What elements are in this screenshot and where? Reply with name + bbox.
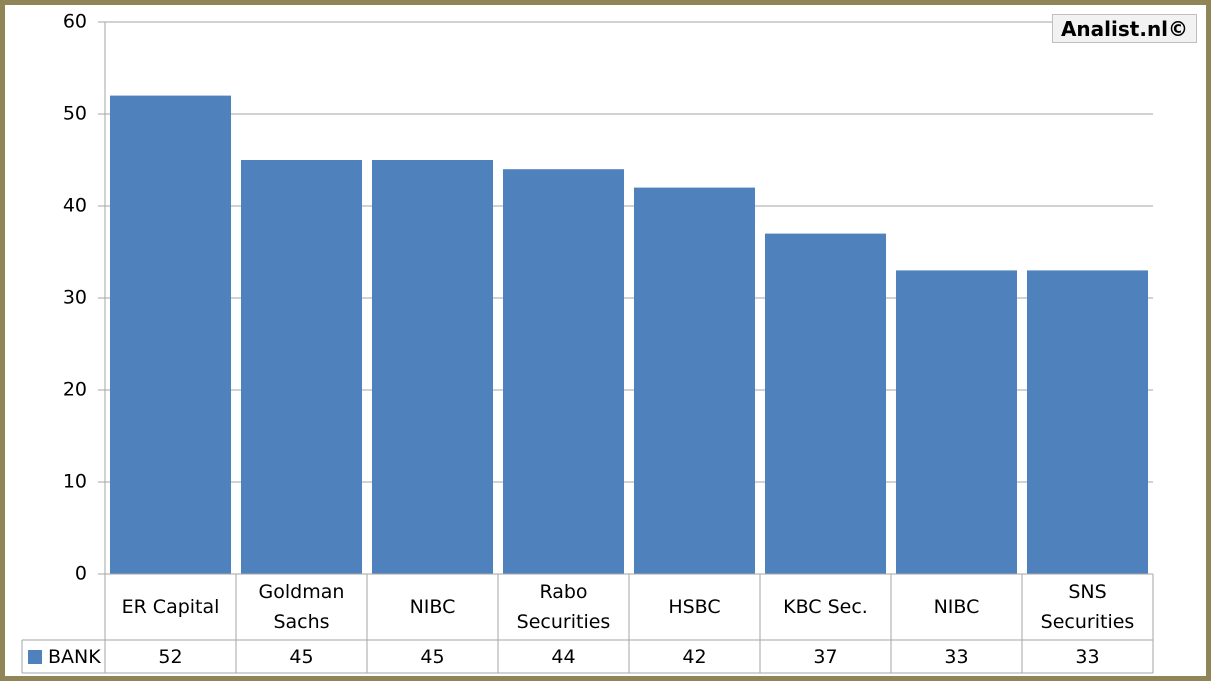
legend-label: BANK: [48, 646, 101, 668]
y-tick-label: 60: [63, 11, 87, 33]
bar: [109, 95, 232, 574]
legend-swatch: [28, 650, 42, 664]
watermark: Analist.nl©: [1052, 14, 1197, 43]
bar: [1026, 270, 1149, 574]
bar: [371, 160, 494, 574]
table-value: 33: [1075, 646, 1099, 668]
bar: [633, 187, 756, 574]
table-value: 45: [420, 646, 444, 668]
x-tick-label: SNS Securities: [1040, 581, 1135, 633]
x-tick-label: Rabo Securities: [516, 581, 611, 633]
y-tick-label: 50: [63, 103, 87, 125]
y-tick-label: 30: [63, 287, 87, 309]
x-tick-label: NIBC: [933, 596, 980, 618]
y-tick-label: 20: [63, 379, 87, 401]
bar: [502, 169, 625, 574]
table-value: 45: [289, 646, 313, 668]
x-tick-label: ER Capital: [121, 596, 220, 618]
y-tick-label: 40: [63, 195, 87, 217]
table-value: 42: [682, 646, 706, 668]
y-tick-label: 10: [63, 471, 87, 493]
bar: [240, 160, 363, 574]
x-tick-label: KBC Sec.: [783, 596, 868, 618]
x-tick-label: NIBC: [409, 596, 456, 618]
x-tick-label: HSBC: [668, 596, 721, 618]
table-value: 52: [158, 646, 182, 668]
table-value: 33: [944, 646, 968, 668]
x-tick-label: Goldman Sachs: [258, 581, 345, 633]
bar: [764, 233, 887, 574]
bar: [895, 270, 1018, 574]
y-tick-label: 0: [75, 563, 87, 585]
table-value: 37: [813, 646, 837, 668]
table-value: 44: [551, 646, 575, 668]
